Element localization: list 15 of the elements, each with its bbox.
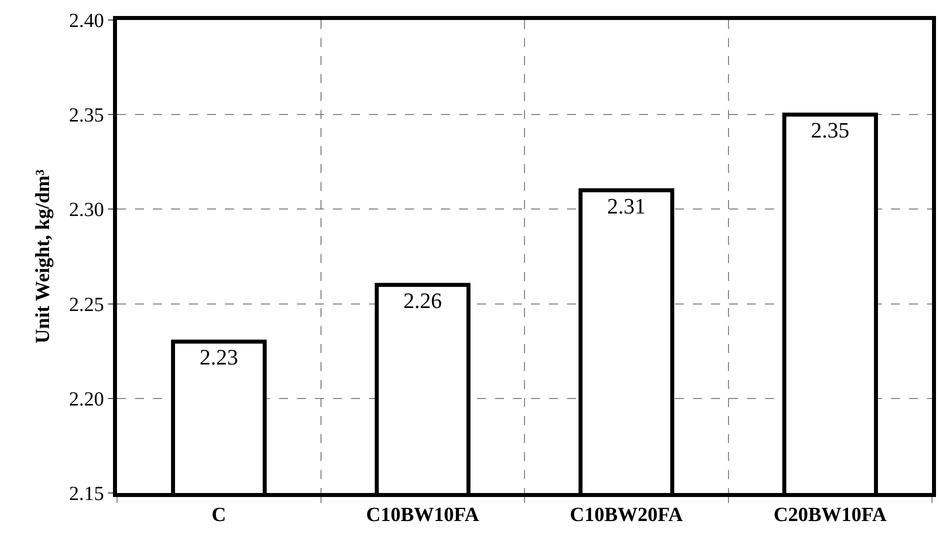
y-tick-label: 2.15 [69, 483, 104, 505]
x-tick-label: C10BW10FA [366, 504, 480, 526]
data-label: 2.31 [607, 193, 646, 218]
y-tick-label: 2.25 [69, 294, 104, 316]
y-axis-title: Unit Weight, kg/dm³ [32, 170, 54, 344]
data-label: 2.23 [200, 344, 238, 370]
data-label: 2.35 [810, 118, 850, 143]
y-tick-label: 2.30 [69, 199, 104, 222]
data-label: 2.26 [403, 288, 442, 313]
x-tick-label: C [212, 504, 226, 526]
x-tick-label: C10BW20FA [570, 504, 684, 526]
y-tick-label: 2.40 [69, 10, 104, 32]
y-tick-label: 2.35 [69, 104, 104, 127]
y-tick-label: 2.20 [69, 388, 104, 410]
x-tick-label: C20BW10FA [774, 504, 888, 526]
